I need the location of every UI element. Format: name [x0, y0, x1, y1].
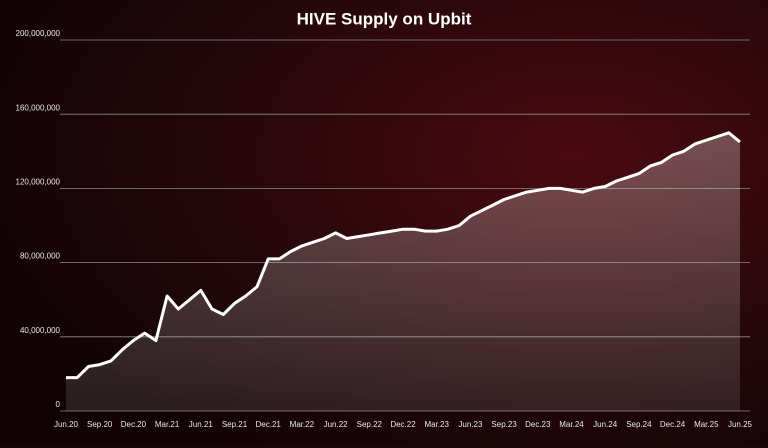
x-tick-label: Jun.24	[593, 420, 618, 429]
x-tick-label: Jun.23	[458, 420, 483, 429]
x-tick-label: Mar.21	[155, 420, 180, 429]
area	[66, 132, 740, 412]
x-tick-label: Jun.22	[324, 420, 349, 429]
y-tick-label: 0	[56, 400, 61, 409]
x-tick-label: Dec.20	[121, 420, 147, 429]
x-tick-label: Mar.24	[559, 420, 584, 429]
x-tick-label: Sep.20	[87, 420, 113, 429]
x-tick-label: Dec.22	[390, 420, 416, 429]
x-tick-label: Jun.20	[54, 420, 79, 429]
line	[66, 131, 741, 380]
y-tick-label: 120,000,000	[16, 178, 61, 187]
y-tick-label: 40,000,000	[20, 326, 61, 335]
x-tick-label: Dec.24	[660, 420, 686, 429]
x-tick-label: Jun.21	[189, 420, 214, 429]
y-tick-label: 200,000,000	[16, 29, 61, 38]
y-tick-label: 160,000,000	[16, 103, 61, 112]
x-tick-label: Sep.22	[357, 420, 383, 429]
x-tick-label: Mar.22	[290, 420, 315, 429]
x-tick-label: Mar.23	[424, 420, 449, 429]
x-tick-label: Dec.23	[525, 420, 551, 429]
chart-title: HIVE Supply on Upbit	[297, 9, 472, 28]
y-tick-label: 80,000,000	[20, 252, 61, 261]
x-tick-label: Sep.21	[222, 420, 248, 429]
x-tick-label: Dec.21	[256, 420, 282, 429]
x-tick-label: Sep.23	[491, 420, 517, 429]
x-tick-label: Sep.24	[626, 420, 652, 429]
x-tick-label: Mar.25	[694, 420, 719, 429]
x-tick-label: Jun.25	[728, 420, 753, 429]
